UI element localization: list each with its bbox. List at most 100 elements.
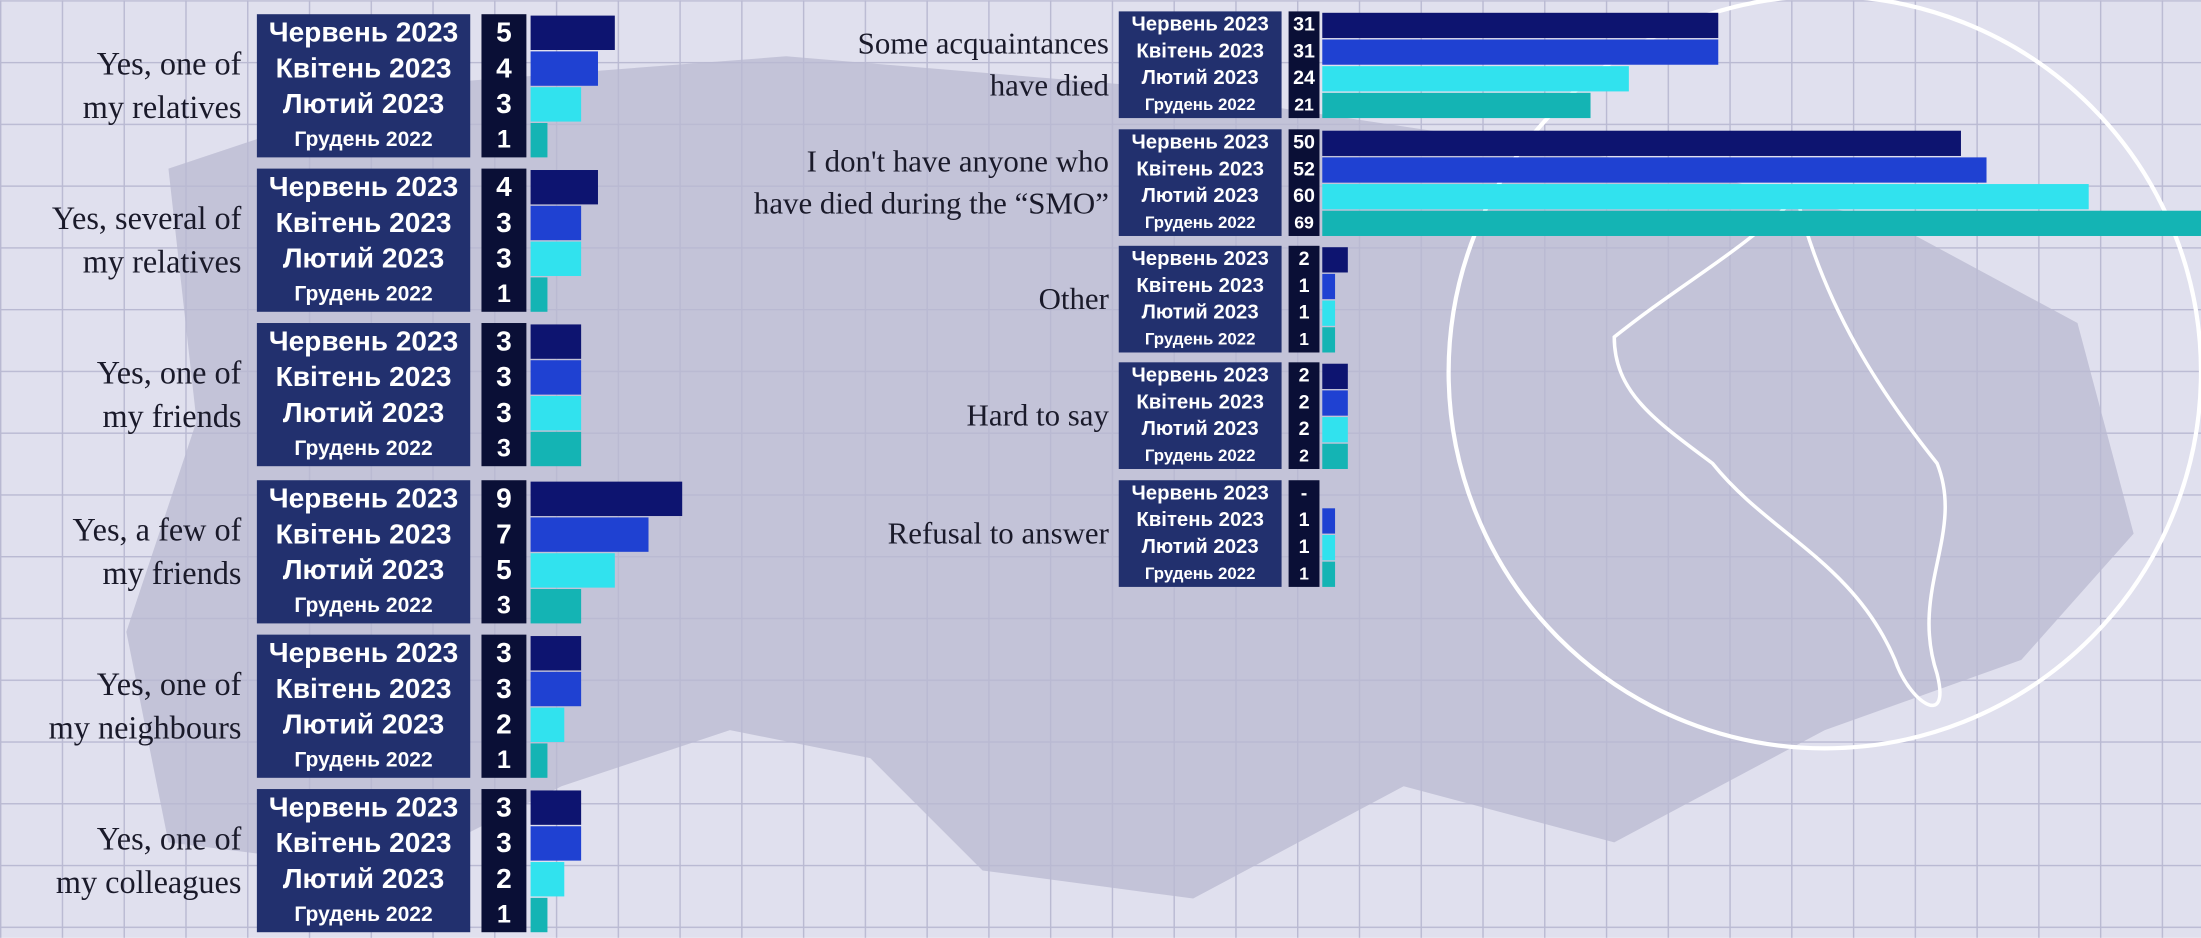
period-label: Червень 2023: [269, 17, 458, 48]
bar: [1322, 363, 1348, 389]
value-box: [1288, 362, 1320, 469]
bar: [1322, 417, 1348, 443]
period-label: Лютий 2023: [283, 863, 444, 894]
value-label: 2: [1299, 418, 1310, 440]
period-box: [1118, 362, 1282, 469]
period-box: [256, 634, 471, 778]
bar: [530, 707, 565, 743]
value-label: 2: [496, 709, 512, 740]
bar: [1322, 508, 1336, 534]
value-label: 1: [1299, 275, 1310, 297]
bar: [530, 636, 582, 671]
bar: [530, 897, 548, 933]
period-label: Лютий 2023: [283, 88, 444, 119]
bar: [530, 87, 582, 122]
value-label: 3: [497, 592, 511, 620]
period-label: Червень 2023: [1132, 14, 1269, 36]
period-label: Грудень 2022: [1145, 330, 1256, 349]
period-label: Червень 2023: [269, 325, 458, 356]
value-label: 24: [1293, 67, 1315, 89]
category-label-box: Other: [1038, 281, 1109, 317]
period-box: [256, 168, 471, 312]
bar: [530, 671, 582, 707]
period-label: Квітень 2023: [276, 518, 452, 549]
bar: [1322, 534, 1336, 561]
bar: [1322, 66, 1629, 92]
period-label: Лютий 2023: [1142, 185, 1259, 207]
category-label-box: Some acquaintances have died: [857, 25, 1109, 103]
value-box: [481, 634, 527, 778]
period-label: Квітень 2023: [1136, 391, 1264, 413]
period-label: Червень 2023: [1132, 248, 1269, 270]
bar: [530, 553, 615, 588]
bar: [1322, 39, 1719, 65]
value-label: 4: [496, 171, 512, 202]
period-label: Червень 2023: [269, 637, 458, 668]
period-box: [256, 14, 471, 158]
bar: [530, 790, 582, 825]
period-label: Червень 2023: [269, 483, 458, 514]
value-box: [1288, 11, 1320, 119]
bar: [1322, 92, 1591, 119]
value-label: 1: [1299, 329, 1309, 349]
value-label: 3: [496, 673, 512, 704]
bar: [1322, 300, 1336, 326]
value-label: 31: [1293, 14, 1315, 36]
bar: [1322, 327, 1336, 353]
value-box: [481, 168, 527, 312]
category-label-box: Yes, one of my colleagues: [55, 821, 242, 900]
value-label: -: [1301, 483, 1308, 505]
bar: [530, 122, 548, 158]
category-label-box: Refusal to answer: [888, 516, 1109, 551]
bar: [530, 743, 548, 778]
value-label: 60: [1293, 185, 1315, 207]
bar: [530, 862, 565, 897]
period-label: Квітень 2023: [276, 207, 452, 238]
period-label: Грудень 2022: [294, 128, 432, 151]
value-label: 3: [496, 791, 512, 822]
value-label: 31: [1293, 40, 1315, 62]
value-box: [1288, 245, 1320, 353]
value-label: 4: [496, 52, 512, 83]
category-label: Some acquaintances have died: [857, 25, 1109, 103]
period-label: Квітень 2023: [276, 361, 452, 392]
period-label: Червень 2023: [1132, 483, 1269, 505]
bar: [1322, 443, 1348, 469]
value-label: 3: [496, 207, 512, 238]
value-label: 69: [1294, 213, 1314, 233]
bar: [1322, 561, 1336, 587]
period-label: Грудень 2022: [294, 437, 432, 460]
value-label: 1: [1299, 564, 1309, 584]
category-label-box: I don't have anyone who have died during…: [753, 143, 1109, 221]
period-label: Грудень 2022: [1145, 213, 1256, 232]
category-label: I don't have anyone who have died during…: [753, 143, 1109, 221]
value-label: 1: [497, 280, 511, 308]
period-box: [1118, 129, 1282, 236]
period-box: [256, 789, 471, 933]
category-label: Yes, a few of my friends: [72, 512, 242, 592]
value-box: [481, 14, 527, 158]
period-label: Квітень 2023: [1136, 40, 1264, 62]
value-label: 7: [496, 518, 512, 549]
category-label: Yes, one of my relatives: [82, 46, 242, 126]
category-label: Yes, one of my friends: [96, 355, 242, 434]
value-label: 9: [496, 483, 512, 514]
category-label: Other: [1038, 281, 1109, 317]
period-label: Квітень 2023: [1136, 158, 1264, 180]
period-label: Лютий 2023: [1142, 67, 1259, 89]
bar: [1322, 12, 1719, 39]
value-label: 52: [1293, 158, 1315, 180]
value-label: 3: [496, 361, 512, 392]
period-label: Червень 2023: [1132, 132, 1269, 154]
period-label: Грудень 2022: [294, 903, 432, 926]
category-label: Hard to say: [966, 397, 1109, 433]
value-label: 2: [1299, 391, 1310, 413]
category-label-box: Yes, a few of my friends: [72, 512, 242, 592]
category-label-box: Yes, one of my friends: [96, 355, 242, 434]
category-label: Yes, one of my neighbours: [48, 666, 242, 746]
value-box: [481, 480, 527, 624]
bar: [1322, 184, 2089, 210]
bar: [530, 324, 582, 359]
category-label: Yes, one of my colleagues: [55, 821, 242, 900]
